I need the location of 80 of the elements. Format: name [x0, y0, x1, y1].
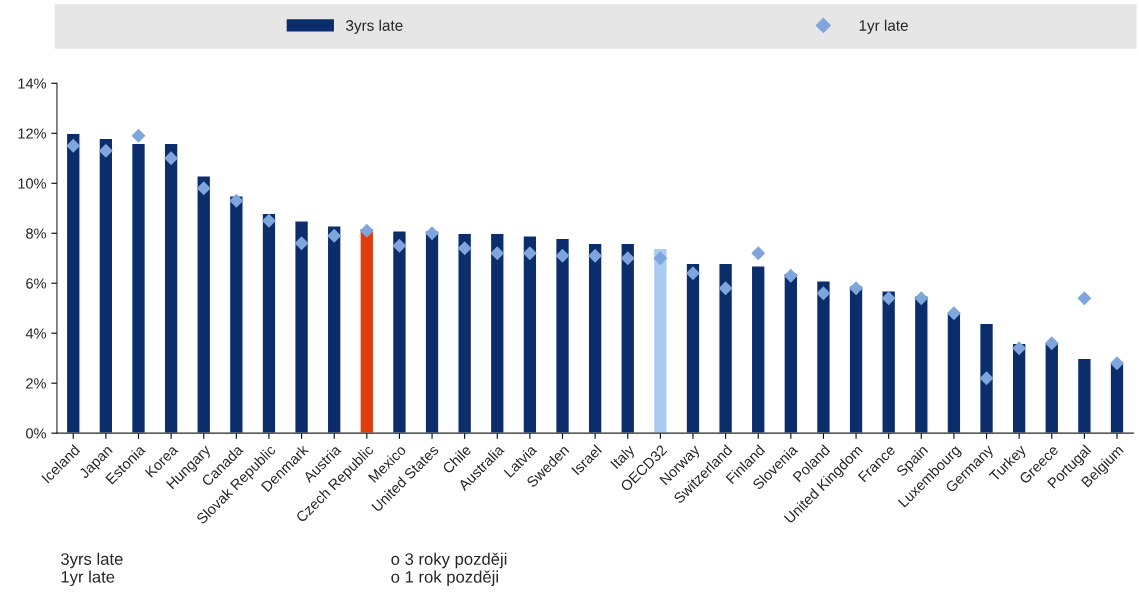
point [686, 266, 700, 281]
point [555, 248, 570, 263]
legend-label: 3yrs late [346, 19, 403, 34]
bar [978, 322, 995, 434]
point [294, 236, 309, 251]
text: 3yrs late [61, 552, 123, 569]
bar [554, 237, 571, 434]
point [751, 246, 766, 261]
point [66, 138, 81, 153]
point [718, 281, 733, 296]
point [164, 151, 179, 166]
bar [881, 290, 897, 434]
point [620, 251, 635, 266]
point [196, 181, 211, 196]
y-tick-label: 14% [18, 78, 47, 89]
bar [65, 132, 81, 434]
point [881, 291, 896, 306]
text: o 3 roky později [391, 552, 507, 569]
bar [1044, 342, 1060, 434]
bar [294, 220, 310, 434]
bar [1109, 362, 1125, 434]
point [946, 306, 961, 321]
bar [1076, 357, 1092, 434]
point [1012, 341, 1027, 356]
point [327, 228, 342, 243]
bar [913, 295, 929, 434]
point [1077, 291, 1092, 306]
bar [718, 262, 734, 434]
bar [1011, 342, 1027, 434]
bar [815, 280, 831, 434]
bar [261, 212, 277, 434]
point [914, 291, 929, 306]
bar [652, 247, 668, 434]
y-tick-label: 2% [26, 378, 47, 389]
point [425, 226, 439, 241]
point [457, 241, 472, 256]
point [98, 143, 113, 158]
y-tick-label: 10% [18, 178, 47, 189]
bar [750, 265, 766, 434]
point [262, 213, 276, 228]
bar [620, 242, 636, 434]
bar [359, 227, 375, 434]
bar [196, 175, 212, 434]
point [229, 193, 244, 208]
point [522, 246, 537, 261]
point [588, 248, 603, 263]
bar [228, 195, 244, 434]
bar [522, 235, 538, 434]
point [783, 268, 798, 283]
y-tick-label: 0% [26, 428, 47, 439]
point [979, 371, 994, 386]
bar [326, 225, 342, 434]
y-tick-label: 4% [25, 328, 47, 339]
bar [424, 230, 440, 434]
point [816, 286, 831, 301]
bar [848, 285, 864, 434]
point [392, 238, 407, 253]
point [490, 246, 505, 261]
text: o 1 rok později [391, 570, 498, 587]
bar [489, 232, 505, 434]
legend-label: 1yr late [859, 19, 908, 34]
point [131, 128, 146, 143]
point [1044, 336, 1059, 351]
bar [783, 272, 799, 434]
bar [587, 242, 603, 434]
bar [130, 142, 147, 434]
bar [946, 312, 962, 434]
y-tick-label: 8% [26, 228, 47, 239]
point [653, 251, 668, 266]
bar [685, 262, 701, 434]
bar [391, 230, 407, 434]
bar [163, 142, 179, 434]
point [1110, 356, 1124, 371]
point [359, 223, 374, 238]
text: 1yr late [61, 570, 115, 587]
bar [457, 232, 473, 434]
bar [98, 137, 114, 434]
y-tick-label: 6% [26, 278, 47, 289]
point [849, 281, 864, 296]
y-tick-label: 12% [18, 128, 47, 139]
